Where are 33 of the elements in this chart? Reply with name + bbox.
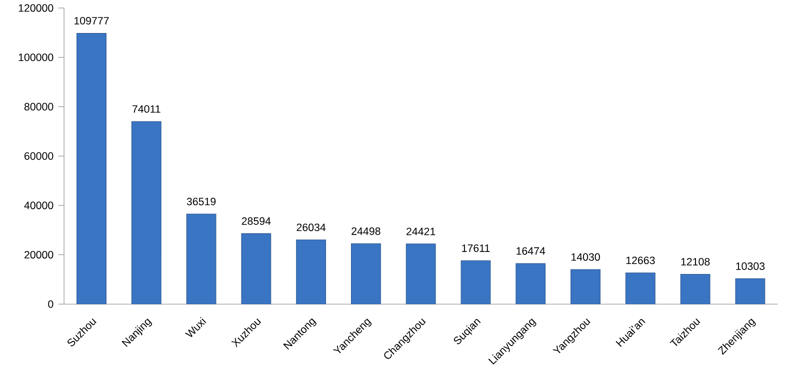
y-tick-label: 40000 xyxy=(24,202,54,210)
bar xyxy=(680,274,710,304)
bar xyxy=(516,263,546,304)
bar xyxy=(351,243,381,304)
y-tick-label: 80000 xyxy=(24,102,54,110)
bar xyxy=(296,240,326,304)
y-tick-label: 100000 xyxy=(18,54,54,62)
y-tick-label: 60000 xyxy=(24,152,54,160)
data-label: 28594 xyxy=(242,217,271,225)
data-label: 16474 xyxy=(516,247,546,255)
data-label: 109777 xyxy=(74,16,109,24)
data-label: 26034 xyxy=(296,224,326,232)
bar xyxy=(76,32,106,304)
bar xyxy=(625,272,656,304)
data-label: 14030 xyxy=(572,253,600,261)
data-label: 24498 xyxy=(352,227,380,235)
bar xyxy=(460,260,491,304)
data-label: 12108 xyxy=(681,258,710,266)
y-tick-label: 0 xyxy=(48,300,54,308)
y-tick-label: 120000 xyxy=(18,4,54,12)
data-label: 12663 xyxy=(626,256,655,264)
bar xyxy=(241,233,272,304)
data-label: 10303 xyxy=(736,262,765,270)
data-label: 17611 xyxy=(462,244,490,252)
bar xyxy=(570,269,600,304)
bar xyxy=(186,214,216,304)
bar xyxy=(406,244,436,304)
bar xyxy=(131,121,162,304)
data-label: 36519 xyxy=(186,198,216,206)
data-label: 24421 xyxy=(406,228,436,236)
bar xyxy=(735,278,766,304)
data-label: 74011 xyxy=(132,105,160,113)
y-tick-label: 20000 xyxy=(24,250,54,258)
